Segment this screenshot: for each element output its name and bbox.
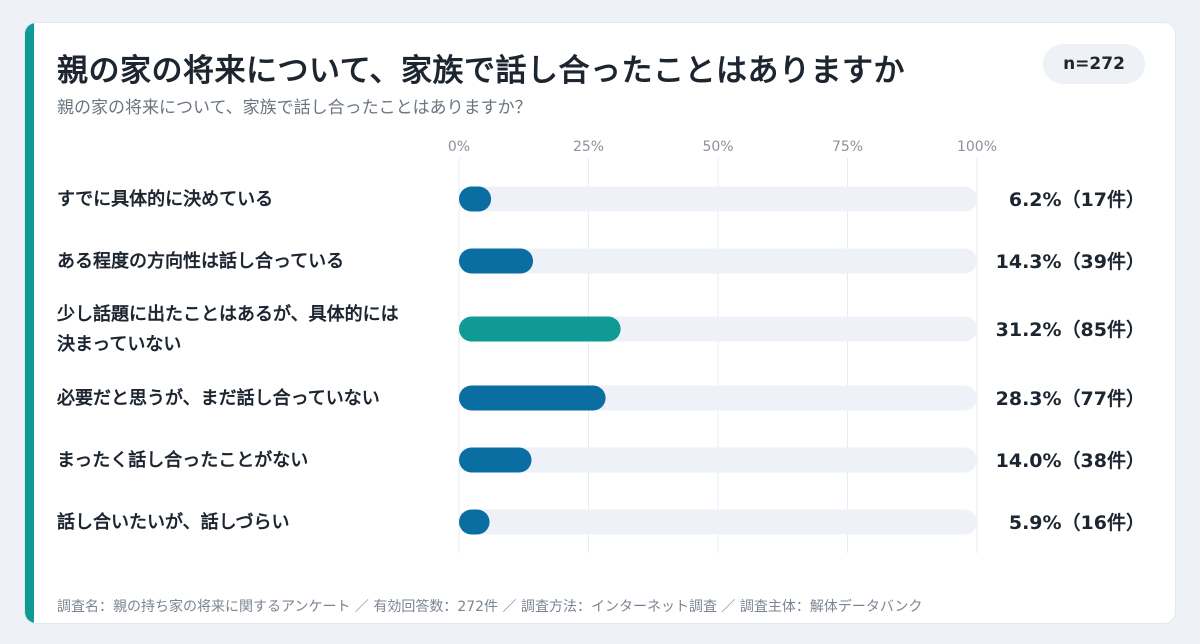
bar <box>459 248 534 274</box>
value-label: 31.2%（85件） <box>996 318 1145 341</box>
chart-subtitle: 親の家の将来について、家族で話し合ったことはありますか？ <box>57 98 532 118</box>
value-label: 14.0%（38件） <box>996 449 1145 472</box>
value-label: 28.3%（77件） <box>996 387 1145 410</box>
chart-card: 親の家の将来について、家族で話し合ったことはありますか 親の家の将来について、家… <box>24 22 1176 624</box>
category-label-line: 話し合いたいが、話しづらい <box>57 511 290 533</box>
value-label: 5.9%（16件） <box>1009 511 1145 534</box>
bar-chart: 0% 25% 50% 75% 100% すでに具体的に決めている 6.2%（17件） ある程度… <box>56 139 1145 553</box>
category-label: 話し合いたいが、話しづらい <box>57 511 290 533</box>
category-label-line: 決まっていない <box>57 333 181 355</box>
x-tick-label: 0% <box>448 139 470 155</box>
value-label: 14.3%（39件） <box>996 250 1145 273</box>
value-label: 6.2%（17件） <box>1009 188 1145 211</box>
bar-track <box>459 447 977 473</box>
category-label: まったく話し合ったことがない <box>57 449 308 471</box>
category-label-line: 少し話題に出たことはあるが、具体的には <box>56 303 399 325</box>
x-tick-label: 75% <box>832 139 863 155</box>
x-tick-label: 50% <box>702 139 733 155</box>
x-tick-label: 25% <box>573 139 604 155</box>
bar-track <box>459 248 977 274</box>
bar <box>459 385 606 411</box>
category-label: すでに具体的に決めている <box>57 188 273 210</box>
category-label: 必要だと思うが、まだ話し合っていない <box>56 387 380 409</box>
x-tick-label: 100% <box>957 139 997 155</box>
bar <box>459 316 621 342</box>
bar <box>459 186 492 212</box>
bar-track <box>459 509 977 535</box>
category-label-line: まったく話し合ったことがない <box>57 449 308 471</box>
category-label-line: 必要だと思うが、まだ話し合っていない <box>56 387 380 409</box>
category-label-line: すでに具体的に決めている <box>57 188 273 210</box>
survey-footnote: 調査名：親の持ち家の将来に関するアンケート ／ 有効回答数：272件 ／ 調査方… <box>57 599 923 615</box>
accent-bar <box>25 23 34 623</box>
bar-track <box>459 186 977 212</box>
bar <box>459 447 532 473</box>
chart-title: 親の家の将来について、家族で話し合ったことはありますか <box>57 53 906 89</box>
category-label: ある程度の方向性は話し合っている <box>57 250 344 272</box>
sample-size-badge: n=272 <box>1043 44 1145 84</box>
category-label: 少し話題に出たことはあるが、具体的には決まっていない <box>56 303 399 355</box>
bar <box>459 509 490 535</box>
category-label-line: ある程度の方向性は話し合っている <box>57 250 344 272</box>
